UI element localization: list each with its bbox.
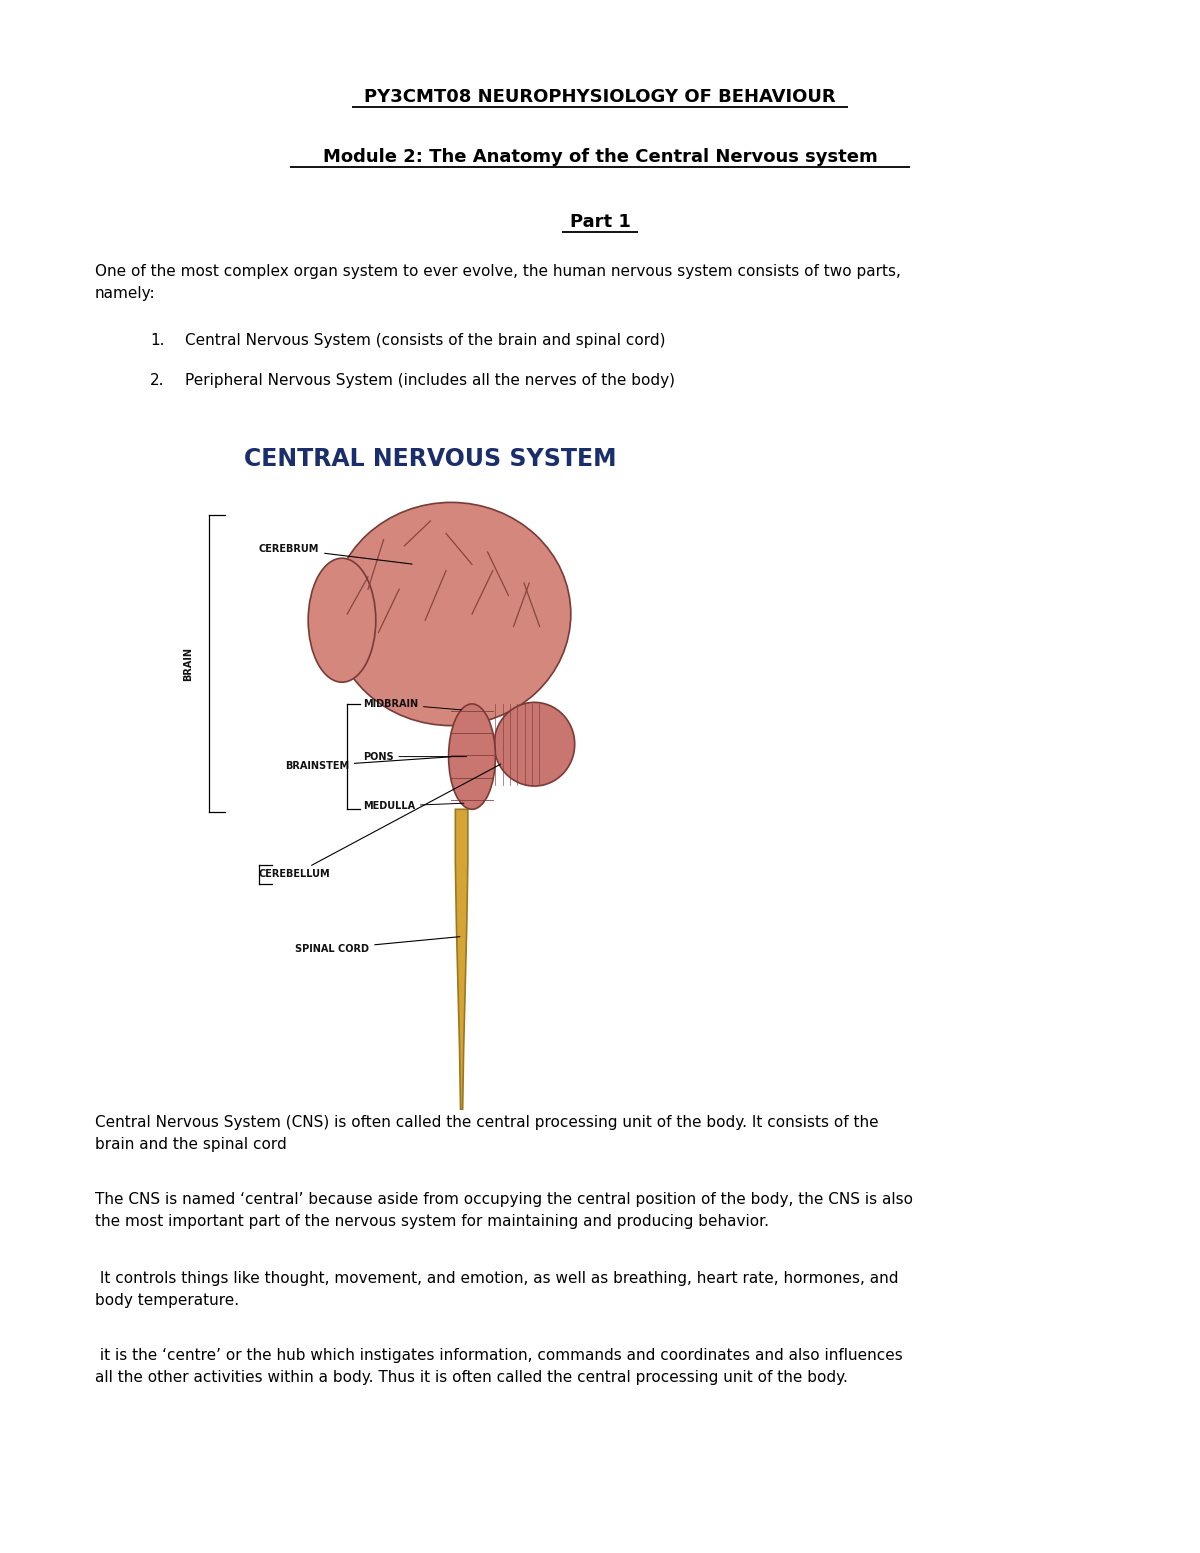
Text: Central Nervous System (consists of the brain and spinal cord): Central Nervous System (consists of the … [185,332,666,348]
Text: Peripheral Nervous System (includes all the nerves of the body): Peripheral Nervous System (includes all … [185,373,674,388]
Ellipse shape [308,558,376,682]
Text: MEDULLA: MEDULLA [362,801,464,811]
Text: CEREBELLUM: CEREBELLUM [259,764,500,879]
Text: PONS: PONS [362,752,467,761]
Text: Central Nervous System (CNS) is often called the central processing unit of the : Central Nervous System (CNS) is often ca… [95,1115,878,1152]
Polygon shape [455,809,468,1110]
Text: One of the most complex organ system to ever evolve, the human nervous system co: One of the most complex organ system to … [95,264,901,301]
Text: The CNS is named ‘central’ because aside from occupying the central position of : The CNS is named ‘central’ because aside… [95,1193,913,1228]
Ellipse shape [331,503,571,725]
Text: CEREBRUM: CEREBRUM [259,544,412,564]
Text: MIDBRAIN: MIDBRAIN [362,699,462,710]
Text: 1.: 1. [150,332,164,348]
Text: Part 1: Part 1 [570,213,630,231]
Ellipse shape [494,702,575,786]
Text: CENTRAL NERVOUS SYSTEM: CENTRAL NERVOUS SYSTEM [244,447,617,471]
Text: it is the ‘centre’ or the hub which instigates information, commands and coordin: it is the ‘centre’ or the hub which inst… [95,1348,902,1385]
Text: BRAIN: BRAIN [184,646,193,680]
Ellipse shape [449,704,496,809]
Text: Module 2: The Anatomy of the Central Nervous system: Module 2: The Anatomy of the Central Ner… [323,148,877,166]
Text: PY3CMT08 NEUROPHYSIOLOGY OF BEHAVIOUR: PY3CMT08 NEUROPHYSIOLOGY OF BEHAVIOUR [364,89,836,106]
Text: 2.: 2. [150,373,164,388]
Text: SPINAL CORD: SPINAL CORD [295,936,460,954]
Text: BRAINSTEM: BRAINSTEM [284,756,451,770]
Text: It controls things like thought, movement, and emotion, as well as breathing, he: It controls things like thought, movemen… [95,1270,899,1308]
